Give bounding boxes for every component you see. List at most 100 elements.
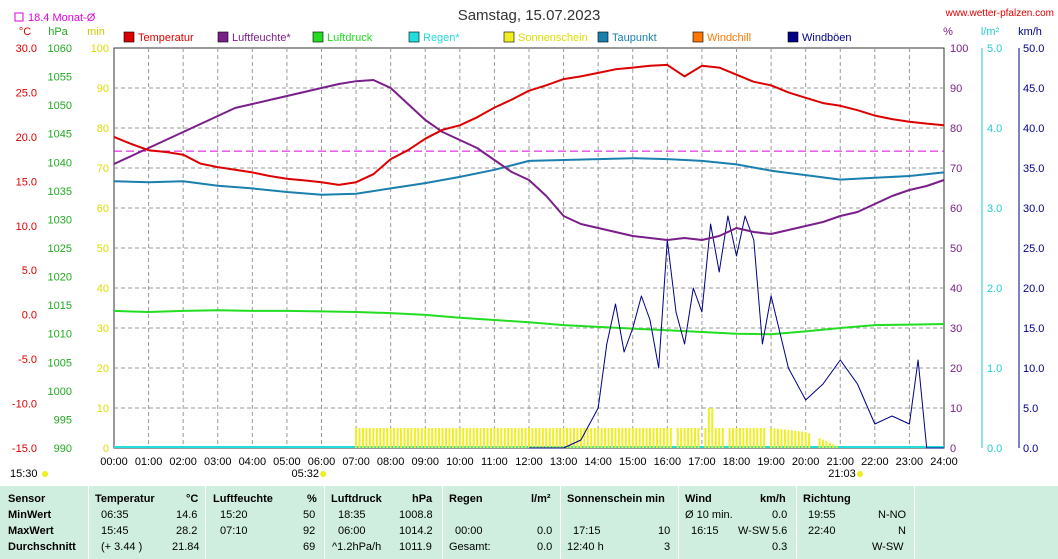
x-tick-label: 18:00	[723, 456, 751, 468]
x-tick-label: 00:00	[100, 456, 128, 468]
sunshine-tick-label: 40	[97, 283, 109, 295]
wind-tick-label: 0.0	[1023, 443, 1038, 455]
humidity-series-line	[113, 79, 945, 241]
rain-tick-label: 1.0	[987, 363, 1002, 375]
sunrise-label: 05:32	[291, 468, 319, 480]
legend-swatch	[692, 31, 704, 43]
legend-swatch	[312, 31, 324, 43]
header-humidity: Luftfeuchte	[213, 493, 273, 505]
humidity-tick-label: 10	[950, 403, 962, 415]
x-tick-label: 16:00	[654, 456, 682, 468]
x-tick-label: 05:00	[273, 456, 301, 468]
sunshine-tick-label: 60	[97, 203, 109, 215]
temp-tick-label: 30.0	[16, 43, 37, 55]
temp-max-time: 15:45	[101, 525, 129, 537]
temperature-series-line	[113, 63, 945, 186]
sunshine-unit-label: min	[87, 26, 105, 38]
dir-min-value: N-NO	[878, 509, 907, 521]
x-tick-label: 13:00	[550, 456, 578, 468]
x-tick-label: 14:00	[584, 456, 612, 468]
pressure-tick-label: 1020	[48, 272, 72, 284]
x-tick-label: 10:00	[446, 456, 474, 468]
prev-sun-icon	[42, 471, 48, 477]
header-sunshine: Sonnenschein min	[567, 493, 665, 505]
humidity-tick-label: 70	[950, 163, 962, 175]
x-tick-label: 07:00	[342, 456, 370, 468]
temp-tick-label: 5.0	[22, 265, 37, 277]
prev-time-label: 15:30	[10, 468, 38, 480]
dir-max-value: N	[898, 525, 906, 537]
x-tick-label: 21:00	[826, 456, 854, 468]
humidity-tick-label: 0	[950, 443, 956, 455]
sunshine-tick-label: 100	[91, 43, 109, 55]
header-wind-unit: km/h	[760, 493, 786, 505]
legend-swatch	[123, 31, 135, 43]
wind-tick-label: 20.0	[1023, 283, 1044, 295]
pressure-tick-label: 1010	[48, 329, 72, 341]
col-separator	[324, 486, 325, 559]
col-separator	[560, 486, 561, 559]
sunshine-tick-label: 80	[97, 123, 109, 135]
humidity-tick-label: 80	[950, 123, 962, 135]
pressure-series-line	[113, 309, 945, 336]
col-separator	[914, 486, 915, 559]
press-min-value: 1008.8	[399, 509, 433, 521]
wind-avg-value: 0.3	[772, 541, 788, 553]
x-tick-label: 04:00	[239, 456, 267, 468]
wind-tick-label: 30.0	[1023, 203, 1044, 215]
rain-tick-label: 2.0	[987, 283, 1002, 295]
legend-swatch	[597, 31, 609, 43]
site-url: www.wetter-pfalzen.com	[945, 8, 1054, 19]
x-tick-label: 12:00	[515, 456, 543, 468]
month-average-label: 18.4 Monat-Ø	[28, 12, 96, 24]
row-label-min: MinWert	[8, 509, 52, 521]
sunshine-tick-label: 20	[97, 363, 109, 375]
wind-tick-label: 45.0	[1023, 83, 1044, 95]
pressure-tick-label: 995	[54, 414, 72, 426]
hum-avg-value: 69	[303, 541, 316, 553]
sun-avg-value: 3	[664, 541, 671, 553]
col-separator	[678, 486, 679, 559]
temp-tick-label: 10.0	[16, 221, 37, 233]
temp-tick-label: 20.0	[16, 132, 37, 144]
sunshine-tick-label: 50	[97, 243, 109, 255]
x-tick-label: 01:00	[135, 456, 163, 468]
pressure-tick-label: 990	[54, 443, 72, 455]
sunshine-tick-label: 90	[97, 83, 109, 95]
pressure-tick-label: 1030	[48, 214, 72, 226]
rain-tick-label: 4.0	[987, 123, 1002, 135]
x-tick-label: 06:00	[308, 456, 336, 468]
hum-min-value: 50	[303, 509, 316, 521]
wind-tick-label: 50.0	[1023, 43, 1044, 55]
header-direction: Richtung	[803, 493, 851, 505]
press-trend: ^1.2hPa/h	[332, 541, 382, 553]
temp-tick-label: 0.0	[22, 310, 37, 322]
x-tick-label: 03:00	[204, 456, 232, 468]
legend-swatch	[408, 31, 420, 43]
wind-tick-label: 40.0	[1023, 123, 1044, 135]
row-label-max: MaxWert	[8, 525, 54, 537]
legend-label: Taupunkt	[612, 32, 657, 44]
pressure-tick-label: 1000	[48, 386, 72, 398]
legend-label: Windchill	[707, 32, 751, 44]
humidity-tick-label: 40	[950, 283, 962, 295]
hum-max-value: 92	[303, 525, 316, 537]
humidity-unit-label: %	[943, 26, 953, 38]
wind-max-direction: W-SW	[738, 525, 770, 537]
header-sensor: Sensor	[8, 493, 46, 505]
pressure-tick-label: 1055	[48, 72, 72, 84]
legend-label: Sonnenschein	[518, 32, 588, 44]
header-rain: Regen	[449, 493, 483, 505]
x-tick-label: 17:00	[688, 456, 716, 468]
header-temperature: Temperatur	[95, 493, 155, 505]
pressure-tick-label: 1045	[48, 129, 72, 141]
temp-tick-label: 25.0	[16, 87, 37, 99]
hum-max-time: 07:10	[220, 525, 248, 537]
rain-unit-label: l/m²	[981, 26, 1000, 38]
temp-avg-delta: (+ 3.44 )	[101, 541, 143, 553]
humidity-tick-label: 100	[950, 43, 968, 55]
temp-tick-label: -15.0	[12, 443, 37, 455]
sunshine-tick-label: 30	[97, 323, 109, 335]
header-pressure: Luftdruck	[331, 493, 382, 505]
sun-max-value: 10	[658, 525, 671, 537]
